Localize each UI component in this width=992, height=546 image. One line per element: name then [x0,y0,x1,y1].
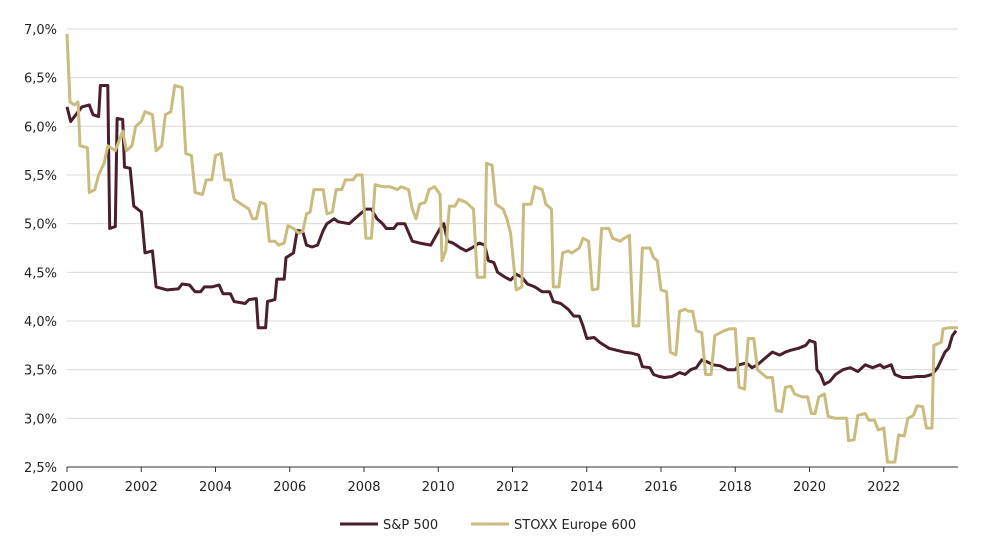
y-tick-label: 6,0% [24,120,57,135]
legend-label-stoxx600: STOXX Europe 600 [514,518,636,533]
x-tick-label: 2006 [273,480,306,495]
x-tick-label: 2004 [199,480,232,495]
legend: S&P 500 STOXX Europe 600 [340,518,636,533]
y-tick-label: 4,5% [24,266,57,281]
series-lines [65,33,958,464]
y-tick-label: 3,5% [24,364,57,379]
y-tick-label: 5,0% [24,218,57,233]
x-tick-label: 2012 [496,480,529,495]
x-tick-label: 2022 [867,480,900,495]
x-tick-label: 2008 [347,480,380,495]
legend-label-sp500: S&P 500 [383,518,438,533]
series-line-stoxx600 [65,33,958,464]
x-tick-label: 2018 [719,480,752,495]
x-tick-label: 2010 [422,480,455,495]
x-tick-label: 2016 [644,480,677,495]
x-axis: 2000 2002 2004 2006 2008 2010 2012 2014 2016 2018… [50,466,958,495]
y-axis: 2,5% 3,0% 3,5% 4,0% 4,5% 5,0% 5,5% 6,0% 6,5% 7,0% [24,23,57,476]
x-tick-label: 2000 [50,480,83,495]
y-tick-label: 4,0% [24,315,57,330]
x-tick-label: 2014 [570,480,603,495]
y-tick-label: 5,5% [24,169,57,184]
gridlines [67,28,958,419]
series-line-sp500 [65,84,958,386]
x-tick-label: 2020 [793,480,826,495]
y-tick-label: 3,0% [24,412,57,427]
y-tick-label: 6,5% [24,72,57,87]
x-tick-label: 2002 [125,480,158,495]
y-tick-label: 2,5% [24,461,57,476]
y-tick-label: 7,0% [24,23,57,38]
